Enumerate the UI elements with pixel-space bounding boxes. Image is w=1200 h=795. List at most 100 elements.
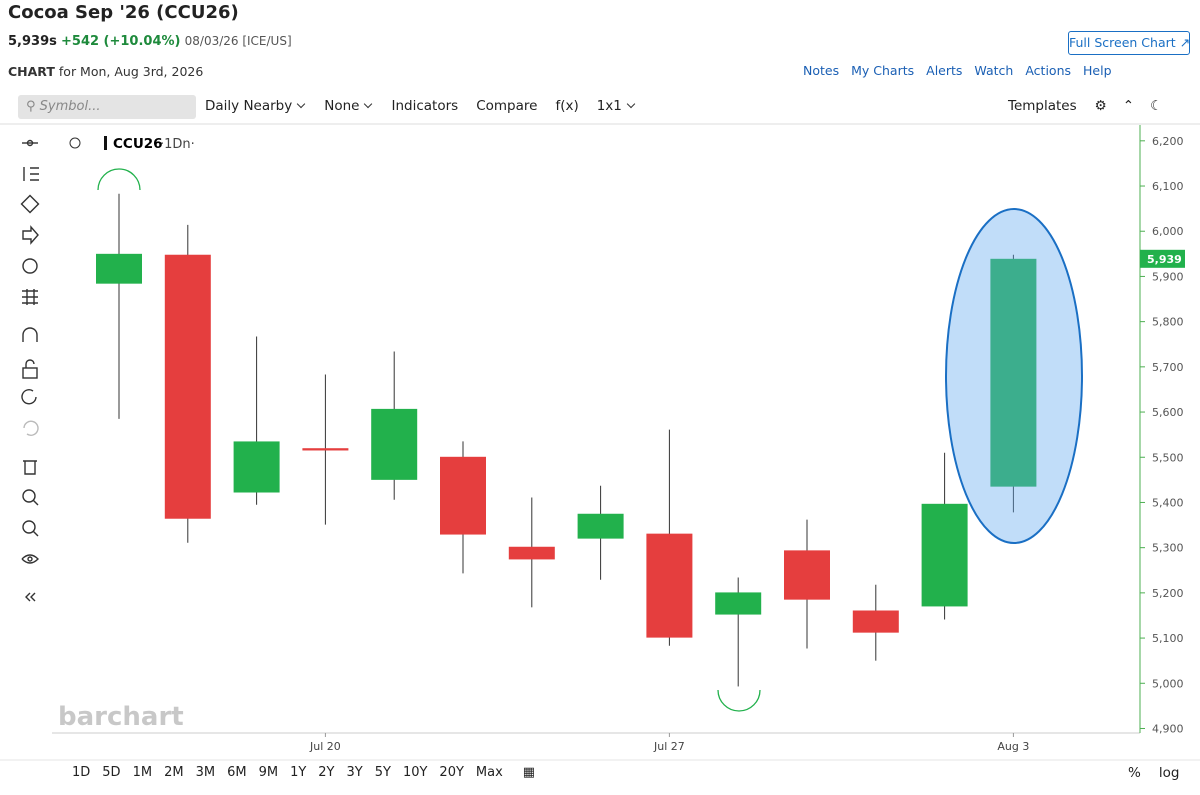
candle-body	[784, 550, 830, 600]
toolbar-item-label[interactable]: f(x)	[555, 98, 579, 114]
full-screen-label[interactable]: Full Screen Chart	[1069, 35, 1176, 50]
templates-button[interactable]: Templates ⚙ ⌃ ☾	[1008, 98, 1163, 114]
toolbar-item[interactable]: f(x)	[555, 98, 578, 114]
candle-body	[577, 513, 624, 539]
candle-body	[852, 610, 899, 633]
toolbar-item-label[interactable]: None	[324, 98, 360, 114]
scale-option[interactable]: log	[1158, 765, 1180, 781]
arc-marker	[97, 168, 141, 191]
full-screen-button[interactable]: Full Screen Chart ↗	[1068, 31, 1190, 55]
header-link[interactable]: Alerts	[926, 63, 962, 78]
quote-line: 5,939s +542 (+10.04%) 08/03/26 [ICE/US]	[8, 34, 292, 49]
symbol-placeholder: Symbol...	[39, 99, 101, 114]
chart-label: CHART	[8, 64, 55, 79]
scale-options: % log	[1128, 765, 1179, 781]
toolbar-item[interactable]: 1x1	[597, 98, 636, 114]
header-link[interactable]: My Charts	[851, 63, 914, 78]
toolbar-item[interactable]: None	[324, 98, 373, 114]
toolbar-item[interactable]: Daily Nearby	[205, 98, 306, 114]
chart-symbol: CCU26	[113, 136, 163, 152]
toolbar-item-label[interactable]: 1x1	[596, 98, 622, 114]
candle-body	[302, 448, 349, 451]
range-button[interactable]: 1M	[132, 765, 153, 780]
range-button[interactable]: 3M	[195, 765, 216, 780]
header-link[interactable]: Watch	[974, 63, 1013, 78]
candle-body	[508, 546, 555, 560]
range-button[interactable]: 20Y	[439, 765, 464, 780]
range-button[interactable]: 2M	[164, 765, 184, 780]
candles	[96, 193, 1037, 687]
watermark: barchart	[58, 702, 184, 732]
chart-date-line: CHART for Mon, Aug 3rd, 2026	[8, 64, 203, 79]
toolbar: Daily Nearby None Indicators Compare f(x) 1x1	[205, 98, 636, 114]
scale-option[interactable]: %	[1128, 765, 1141, 781]
y-tick-label: 5,300	[1152, 542, 1184, 555]
highlight-ellipse	[945, 208, 1083, 544]
chart-date: for Mon, Aug 3rd, 2026	[58, 64, 204, 79]
range-button[interactable]: 5Y	[374, 765, 391, 780]
range-button[interactable]: 6M	[227, 765, 247, 780]
y-tick-label: 5,900	[1152, 270, 1184, 283]
y-tick-label: 5,000	[1152, 677, 1184, 690]
header-link[interactable]: Actions	[1025, 63, 1071, 78]
x-tick-label: Jul 20	[309, 740, 341, 753]
y-tick-label: 6,100	[1152, 180, 1184, 193]
candle-body	[990, 258, 1037, 487]
toolbar-item-label[interactable]: Indicators	[391, 98, 459, 114]
y-tick-label: 5,600	[1152, 406, 1184, 419]
y-tick-label: 5,200	[1152, 587, 1184, 600]
header-link-label[interactable]: Notes	[803, 63, 840, 78]
calendar-icon[interactable]: ▦	[522, 765, 536, 780]
candle-body	[233, 441, 280, 493]
candle-body	[921, 503, 968, 607]
header-link-label[interactable]: Actions	[1025, 63, 1072, 78]
candle-body	[164, 254, 211, 519]
range-button[interactable]: 5D	[102, 765, 121, 780]
header-link-label[interactable]: Help	[1083, 63, 1112, 78]
candle-body	[646, 533, 693, 638]
candle-body	[715, 592, 762, 615]
price-tag-label: 5,939	[1147, 253, 1182, 266]
candle-body	[440, 456, 486, 535]
date-exchange: 08/03/26 [ICE/US]	[184, 34, 292, 48]
x-tick-label: Aug 3	[997, 740, 1029, 753]
range-bar: 1D 5D 1M 2M 3M 6M 9M 1Y 2Y 3Y 5Y 10Y 20Y Max ▦	[72, 765, 535, 780]
chart-interval: ·1Dn·	[160, 137, 195, 152]
y-tick-label: 4,900	[1152, 722, 1184, 735]
range-button[interactable]: 10Y	[402, 765, 428, 780]
range-button[interactable]: 9M	[258, 765, 279, 780]
header-link[interactable]: Help	[1083, 63, 1112, 78]
price: 5,939s	[8, 34, 57, 49]
range-button[interactable]: 1Y	[290, 765, 307, 780]
left-toolbar	[20, 139, 40, 602]
x-tick-label: Jul 27	[653, 740, 685, 753]
change: +542 (+10.04%)	[61, 34, 181, 49]
y-tick-label: 5,500	[1152, 451, 1184, 464]
range-button[interactable]: 3Y	[346, 765, 363, 780]
links: Notes My Charts Alerts Watch Actions Help	[803, 63, 1112, 78]
symbol-input[interactable]: ⚲ Symbol...	[18, 95, 196, 119]
toolbar-item-label[interactable]: Compare	[476, 98, 538, 114]
y-tick-label: 5,400	[1152, 496, 1184, 509]
toolbar-item-label[interactable]: Daily Nearby	[205, 98, 293, 114]
range-button[interactable]: Max	[475, 765, 503, 780]
toolbar-item[interactable]: Indicators	[391, 98, 458, 114]
symbol-bar	[104, 136, 107, 150]
eye-icon[interactable]	[69, 137, 81, 149]
header-link-label[interactable]: Watch	[974, 63, 1014, 78]
header-link[interactable]: Notes	[803, 63, 839, 78]
header-link-label[interactable]: Alerts	[926, 63, 963, 78]
candle-body	[96, 253, 142, 284]
y-tick-label: 5,100	[1152, 632, 1184, 645]
price-tag	[1140, 249, 1185, 268]
range-button[interactable]: 2Y	[318, 765, 335, 780]
toolbar-item[interactable]: Compare	[476, 98, 537, 114]
arc-marker	[717, 689, 761, 712]
candle-body	[371, 408, 418, 480]
templates-label[interactable]: Templates	[1008, 98, 1077, 114]
header-link-label[interactable]: My Charts	[851, 63, 915, 78]
range-button[interactable]: 1D	[72, 765, 91, 780]
y-tick-label: 5,800	[1152, 316, 1184, 329]
y-tick-label: 6,000	[1152, 225, 1184, 238]
